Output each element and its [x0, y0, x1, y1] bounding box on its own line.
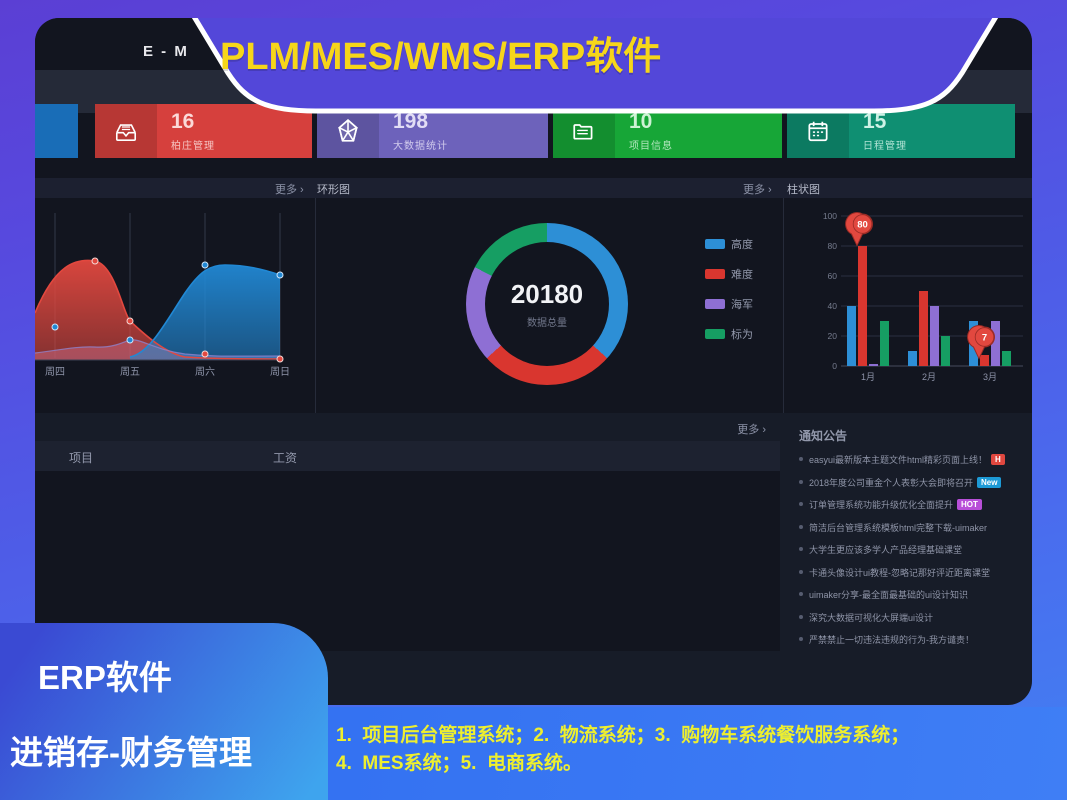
svg-text:0: 0 — [832, 361, 837, 371]
svg-text:60: 60 — [828, 271, 838, 281]
svg-text:周四: 周四 — [45, 366, 65, 378]
svg-text:3月: 3月 — [983, 372, 997, 382]
svg-text:20: 20 — [828, 331, 838, 341]
svg-text:周六: 周六 — [195, 366, 215, 378]
svg-text:周日: 周日 — [270, 366, 290, 378]
svg-text:40: 40 — [828, 301, 838, 311]
svg-text:1月: 1月 — [861, 372, 875, 382]
svg-text:周五: 周五 — [120, 366, 140, 378]
svg-text:80: 80 — [828, 241, 838, 251]
svg-text:100: 100 — [823, 211, 837, 221]
svg-text:2月: 2月 — [922, 372, 936, 382]
svg-text:7: 7 — [982, 333, 987, 344]
svg-text:80: 80 — [857, 220, 868, 231]
